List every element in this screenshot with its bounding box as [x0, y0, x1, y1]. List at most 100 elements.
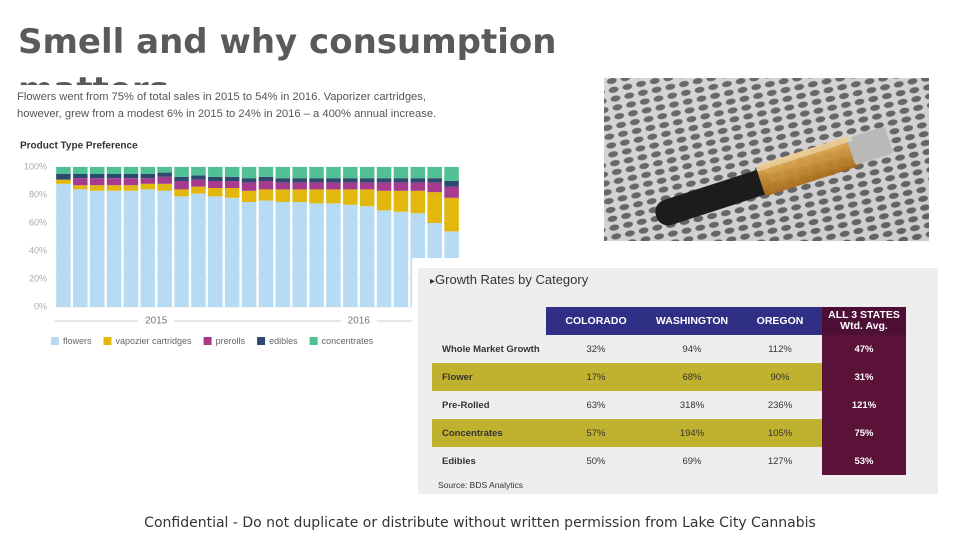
- table-cell: 53%: [822, 447, 906, 475]
- bar-segment: [326, 178, 341, 183]
- bar-segment: [157, 176, 172, 184]
- bar-segment: [258, 176, 274, 181]
- legend-label: edibles: [269, 336, 298, 346]
- bar-segment: [275, 202, 291, 307]
- table-cell: 105%: [738, 419, 822, 447]
- x-group-label: 2016: [348, 316, 371, 327]
- bar-segment: [157, 167, 172, 173]
- bar-segment: [73, 189, 88, 307]
- header-cell: ALL 3 STATES Wtd. Avg.: [822, 307, 906, 335]
- table-cell: 75%: [822, 419, 906, 447]
- bar-segment: [191, 167, 206, 176]
- bar-segment: [208, 176, 223, 181]
- table-row: Pre-Rolled 63% 318% 236% 121%: [432, 391, 906, 419]
- bar-segment: [89, 178, 105, 186]
- bar-segment: [56, 183, 71, 307]
- bar-segment: [174, 181, 189, 190]
- table-cell: 236%: [767, 399, 793, 411]
- bar-segment: [241, 178, 257, 183]
- bar-segment: [258, 200, 274, 307]
- table-cell: 31%: [822, 363, 906, 391]
- bar-segment: [224, 167, 240, 177]
- table-row: Flower 17% 68% 90% 31%: [432, 363, 906, 391]
- y-tick-label: 0%: [34, 301, 47, 311]
- bar-segment: [224, 188, 240, 198]
- bar-segment: [376, 190, 392, 211]
- bar-segment: [241, 182, 257, 191]
- axis-label-bg: [340, 314, 377, 328]
- bar-segment: [393, 182, 409, 191]
- bar-segment: [343, 189, 358, 205]
- bar-segment: [241, 167, 257, 179]
- table-row: Whole Market Growth 32% 94% 112% 47%: [432, 335, 906, 363]
- bar-segment: [292, 182, 307, 190]
- bar-segment: [241, 202, 257, 307]
- bar-segment: [191, 175, 206, 180]
- bar-segment: [258, 181, 274, 190]
- bar-segment: [224, 181, 240, 188]
- bar-segment: [376, 178, 392, 183]
- legend-swatch: [51, 337, 59, 345]
- table-source: Source: BDS Analytics: [438, 480, 524, 490]
- bar-segment: [326, 203, 341, 307]
- bar-segment: [140, 167, 156, 174]
- bar-segment: [89, 167, 105, 174]
- bar-segment: [393, 190, 409, 212]
- table-cell: 47%: [822, 335, 906, 363]
- bar-segment: [309, 189, 324, 204]
- table-cell: 90%: [738, 363, 822, 391]
- bar-segment: [359, 206, 375, 307]
- bar-segment: [89, 185, 105, 191]
- bar-segment: [106, 178, 122, 186]
- table-cell: 94%: [682, 343, 702, 355]
- y-tick-label: 100%: [24, 161, 47, 171]
- bar-segment: [359, 167, 375, 179]
- table-cell: 17%: [546, 363, 646, 391]
- bar-segment: [410, 167, 426, 179]
- footer: Confidential - Do not duplicate or distr…: [144, 515, 816, 531]
- bar-segment: [359, 178, 375, 183]
- bar-segment: [444, 167, 459, 181]
- row-label: Edibles: [442, 455, 476, 467]
- header-cell: OREGON: [738, 307, 822, 335]
- bar-segment: [275, 182, 291, 190]
- bar-segment: [73, 174, 88, 179]
- bar-segment: [123, 167, 139, 174]
- legend-swatch: [257, 337, 266, 345]
- bar-segment: [106, 174, 122, 179]
- bar-segment: [174, 189, 189, 197]
- row-label: Pre-Rolled: [442, 399, 490, 411]
- bar-segment: [191, 193, 206, 307]
- bar-segment: [444, 197, 459, 232]
- bar-segment: [376, 182, 392, 191]
- bar-segment: [89, 190, 105, 307]
- bar-segment: [123, 174, 139, 179]
- caption: Flowers went from 75% of total sales in …: [17, 91, 437, 120]
- table-cell: 32%: [586, 343, 606, 355]
- axis-label-bg: [138, 314, 175, 328]
- bar-segment: [140, 178, 156, 184]
- bar-segment: [123, 185, 139, 191]
- legend-swatch: [309, 337, 318, 345]
- legend-label: prerolls: [216, 336, 246, 346]
- bar-segment: [56, 174, 71, 180]
- table-cell: 50%: [586, 455, 606, 467]
- bar-segment: [343, 178, 358, 183]
- bar-segment: [410, 178, 426, 183]
- header-cell: COLORADO: [546, 307, 646, 335]
- legend-label: vapozier cartridges: [116, 336, 193, 346]
- x-group-label: 2015: [145, 316, 168, 327]
- table-cell: 69%: [682, 455, 702, 467]
- bar-segment: [224, 176, 240, 181]
- bar-segment: [174, 176, 189, 181]
- row-label: Whole Market Growth: [442, 343, 540, 355]
- bar-segment: [191, 186, 206, 194]
- bar-segment: [73, 185, 88, 190]
- bar-segment: [427, 182, 442, 193]
- bar-segment: [73, 167, 88, 174]
- bar-segment: [208, 167, 223, 177]
- bar-segment: [258, 167, 274, 177]
- table-cell: 127%: [767, 455, 793, 467]
- table-row: Concentrates 57% 194% 105% 75%: [432, 419, 906, 447]
